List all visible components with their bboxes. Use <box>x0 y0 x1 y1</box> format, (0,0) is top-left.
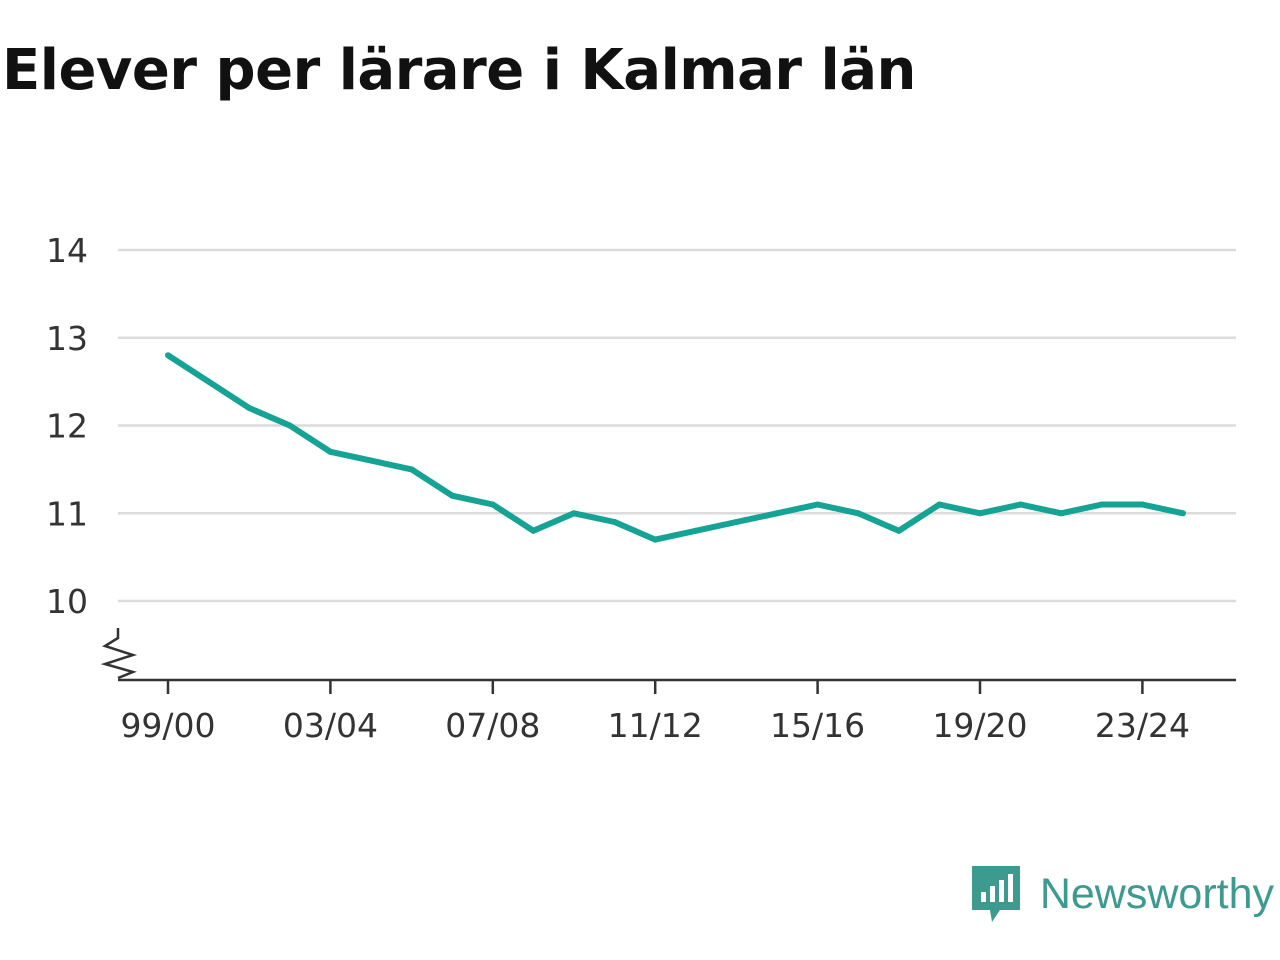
series-line <box>166 352 1184 543</box>
data-point <box>1139 501 1146 508</box>
grid-lines <box>118 248 1236 603</box>
data-point <box>449 492 456 499</box>
data-point <box>246 404 253 411</box>
axis-break-icon <box>100 628 138 680</box>
y-tick-label: 11 <box>46 494 88 533</box>
data-point <box>1098 501 1105 508</box>
data-point <box>855 510 862 517</box>
x-tick-label: 11/12 <box>608 706 703 745</box>
data-point <box>489 501 496 508</box>
data-point <box>977 510 983 517</box>
x-tick-label: 07/08 <box>445 706 540 745</box>
data-point <box>165 352 171 359</box>
x-axis: 99/00 03/04 07/08 11/12 15/16 19/20 23/24 <box>118 678 1236 745</box>
data-point <box>408 466 415 473</box>
data-point <box>652 536 659 543</box>
data-point <box>611 519 618 526</box>
y-tick-label: 12 <box>46 407 88 446</box>
data-point <box>1017 501 1024 508</box>
x-tick-label: 15/16 <box>770 706 865 745</box>
chart-title: Elever per lärare i Kalmar län <box>2 38 916 103</box>
brand: Newsworthy <box>970 864 1274 924</box>
x-tick-label: 03/04 <box>283 706 378 745</box>
x-tick-label: 19/20 <box>932 706 1027 745</box>
data-point <box>530 527 537 534</box>
data-point <box>936 501 943 508</box>
data-point <box>692 527 699 534</box>
y-tick-label: 10 <box>46 582 88 621</box>
y-tick-label: 13 <box>46 319 88 358</box>
data-point <box>814 501 821 508</box>
data-point <box>286 422 293 429</box>
data-point <box>895 527 902 534</box>
data-point <box>1058 510 1065 517</box>
data-point <box>327 448 334 455</box>
data-point <box>733 519 740 526</box>
data-point <box>571 510 577 517</box>
brand-name: Newsworthy <box>1039 869 1274 918</box>
data-point <box>205 378 212 385</box>
newsworthy-logo-icon <box>971 866 1020 922</box>
series-group <box>165 352 1186 543</box>
data-point <box>1180 510 1186 517</box>
y-tick-label: 14 <box>46 231 88 270</box>
data-point <box>368 457 374 464</box>
x-tick-label: 99/00 <box>120 706 215 745</box>
data-point <box>774 510 780 517</box>
y-axis: 10 11 12 13 14 <box>46 231 88 621</box>
x-tick-label: 23/24 <box>1095 706 1190 745</box>
